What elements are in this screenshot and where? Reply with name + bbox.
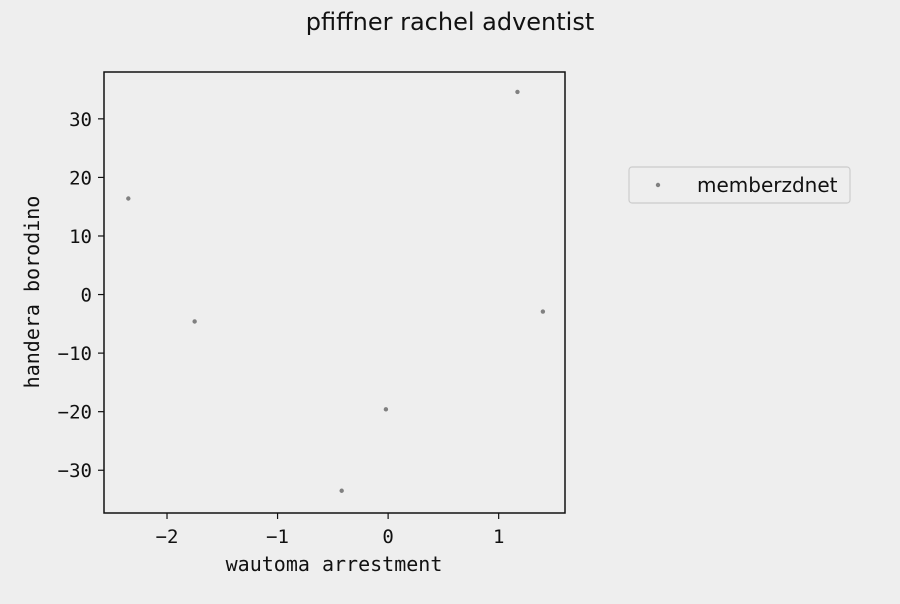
- x-tick-label: 0: [382, 526, 393, 548]
- y-tick-label: 30: [69, 109, 92, 131]
- data-point: [339, 488, 344, 493]
- y-tick-label: 0: [81, 285, 92, 307]
- legend-label: memberzdnet: [697, 173, 838, 197]
- legend-marker: [655, 182, 661, 188]
- y-axis-label: handera borodino: [20, 196, 44, 389]
- data-point: [540, 309, 546, 314]
- legend-box: [628, 166, 851, 204]
- y-tick-label: −30: [58, 460, 92, 482]
- y-tick-label: −10: [58, 343, 92, 365]
- data-point: [515, 89, 520, 95]
- legend: memberzdnet: [628, 166, 851, 204]
- data-point: [383, 407, 389, 412]
- x-tick-label: −2: [156, 526, 179, 548]
- data-point: [126, 196, 131, 201]
- plot-frame: [103, 71, 566, 514]
- y-tick-label: −20: [58, 402, 92, 424]
- chart-title: pfiffner rachel adventist: [306, 8, 595, 36]
- y-tick-label: 20: [69, 167, 92, 189]
- y-tick-label: 10: [69, 226, 92, 248]
- x-tick-label: −1: [266, 526, 289, 548]
- x-tick-label: 1: [493, 526, 504, 548]
- x-axis-label: wautoma arrestment: [226, 552, 443, 576]
- data-point: [192, 319, 197, 324]
